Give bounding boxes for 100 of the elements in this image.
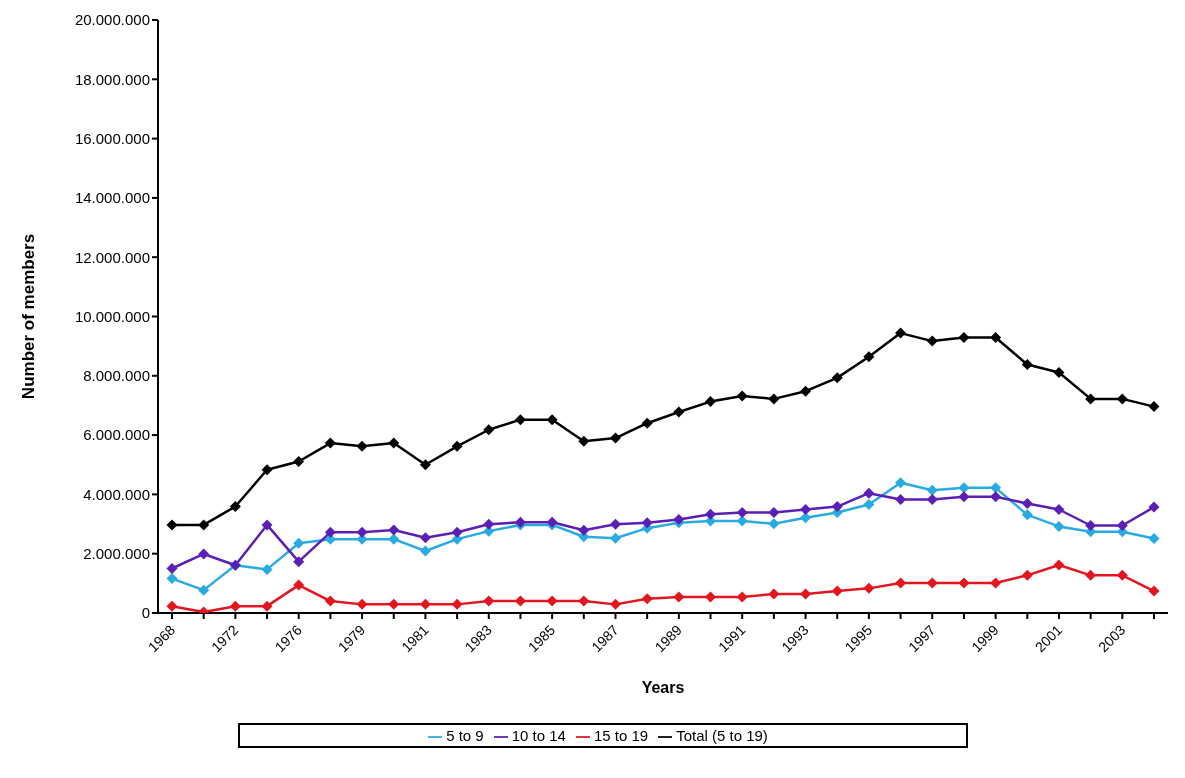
y-tick-label: 16.000.000 bbox=[74, 129, 150, 147]
legend-label: Total (5 to 19) bbox=[676, 726, 768, 744]
point bbox=[990, 577, 1002, 589]
point bbox=[261, 563, 273, 575]
point bbox=[705, 396, 717, 408]
legend-label: 10 to 14 bbox=[511, 726, 566, 744]
point bbox=[863, 582, 875, 594]
point bbox=[705, 508, 717, 520]
point bbox=[261, 464, 273, 476]
point bbox=[451, 440, 463, 452]
point bbox=[1053, 367, 1065, 379]
point bbox=[293, 537, 305, 549]
point bbox=[990, 491, 1002, 503]
point bbox=[451, 526, 463, 538]
legend-label: 15 to 19 bbox=[593, 726, 649, 744]
point bbox=[895, 327, 907, 339]
point bbox=[388, 598, 400, 610]
point bbox=[641, 517, 653, 529]
point bbox=[990, 482, 1002, 494]
point bbox=[324, 595, 336, 607]
point bbox=[514, 414, 526, 426]
point bbox=[388, 437, 400, 449]
y-tick-label: 4.000.000 bbox=[83, 485, 150, 503]
point bbox=[1021, 569, 1033, 581]
point bbox=[926, 484, 938, 496]
point bbox=[356, 440, 368, 452]
point bbox=[356, 526, 368, 538]
point bbox=[800, 504, 812, 515]
point bbox=[831, 501, 843, 513]
point bbox=[1053, 559, 1065, 571]
y-axis-title: Number of members bbox=[19, 233, 39, 400]
point bbox=[261, 600, 273, 612]
point bbox=[609, 518, 621, 530]
point bbox=[388, 533, 400, 545]
point bbox=[863, 498, 875, 510]
point bbox=[483, 424, 495, 436]
point bbox=[831, 585, 843, 597]
point bbox=[198, 519, 210, 531]
y-tick-label: 8.000.000 bbox=[83, 367, 150, 385]
point bbox=[261, 519, 273, 531]
point bbox=[1148, 401, 1160, 413]
point bbox=[229, 600, 241, 612]
point bbox=[419, 532, 431, 544]
y-tick-label: 0 bbox=[141, 604, 150, 622]
point bbox=[419, 598, 431, 610]
point bbox=[1021, 509, 1033, 521]
point bbox=[388, 524, 400, 536]
point bbox=[926, 577, 938, 589]
point bbox=[895, 477, 907, 489]
point bbox=[1053, 504, 1065, 515]
point bbox=[609, 598, 621, 610]
point bbox=[863, 351, 875, 363]
point bbox=[1053, 520, 1065, 532]
point bbox=[1148, 533, 1160, 545]
point bbox=[990, 332, 1002, 344]
point bbox=[609, 432, 621, 444]
point bbox=[419, 459, 431, 471]
point bbox=[736, 591, 748, 603]
point bbox=[1148, 585, 1160, 597]
point bbox=[419, 545, 431, 557]
point bbox=[1021, 498, 1033, 510]
point bbox=[1148, 501, 1160, 513]
point bbox=[1085, 569, 1097, 581]
point bbox=[863, 487, 875, 499]
point bbox=[736, 515, 748, 527]
point bbox=[768, 506, 780, 518]
legend-label: 5 to 9 bbox=[446, 726, 484, 744]
y-tick-label: 20.000.000 bbox=[74, 11, 150, 29]
point bbox=[800, 588, 812, 600]
point bbox=[958, 491, 970, 503]
point bbox=[958, 332, 970, 344]
point bbox=[483, 518, 495, 530]
point bbox=[1085, 520, 1097, 532]
point bbox=[926, 493, 938, 505]
point bbox=[451, 598, 463, 610]
point bbox=[166, 600, 178, 612]
point bbox=[958, 577, 970, 589]
x-axis-title: Years bbox=[641, 678, 685, 696]
point bbox=[546, 595, 558, 607]
point bbox=[293, 556, 305, 568]
point bbox=[800, 385, 812, 397]
point bbox=[1116, 520, 1128, 532]
point bbox=[324, 526, 336, 538]
point bbox=[166, 573, 178, 585]
point bbox=[958, 482, 970, 494]
point bbox=[768, 393, 780, 405]
point bbox=[736, 390, 748, 402]
point bbox=[198, 548, 210, 560]
point bbox=[673, 591, 685, 603]
point bbox=[641, 593, 653, 605]
point bbox=[1116, 569, 1128, 581]
y-tick-label: 18.000.000 bbox=[74, 70, 150, 88]
point bbox=[356, 598, 368, 610]
y-tick-label: 6.000.000 bbox=[83, 426, 150, 444]
point bbox=[293, 579, 305, 591]
point bbox=[578, 524, 590, 536]
point bbox=[546, 414, 558, 426]
point bbox=[166, 563, 178, 574]
point bbox=[673, 406, 685, 418]
point bbox=[926, 335, 938, 347]
